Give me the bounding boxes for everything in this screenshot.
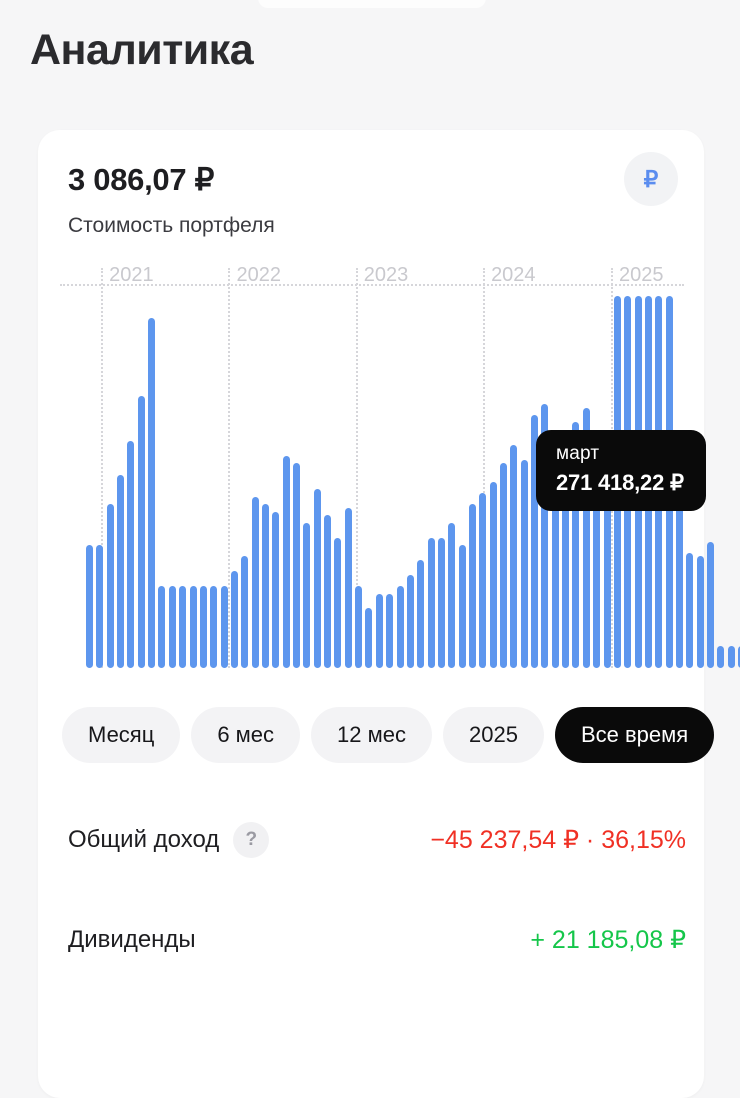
chart-year-label: 2021 bbox=[109, 264, 154, 286]
range-filter-group[interactable]: Месяц 6 мес 12 мес 2025 Все время bbox=[62, 705, 718, 765]
chart-bar[interactable] bbox=[738, 645, 740, 668]
chart-year-label: 2022 bbox=[236, 264, 281, 286]
stat-value: + 21 185,08 ₽ bbox=[530, 926, 686, 954]
chart-bar[interactable] bbox=[179, 586, 187, 668]
chart-bar[interactable] bbox=[727, 645, 735, 668]
chart-bar[interactable] bbox=[717, 645, 725, 668]
chart-bar[interactable] bbox=[293, 463, 300, 668]
chart-bar[interactable] bbox=[96, 545, 104, 668]
chart-bar[interactable] bbox=[210, 586, 218, 668]
chart-bar[interactable] bbox=[189, 586, 197, 668]
chart-vertical-gridline bbox=[483, 268, 486, 668]
chart-bar[interactable] bbox=[417, 560, 425, 668]
chart-bar[interactable] bbox=[220, 586, 228, 668]
portfolio-card: 3 086,07 ₽ Стоимость портфеля ₽ 2021 2022… bbox=[38, 130, 740, 1098]
chart-bar[interactable] bbox=[148, 318, 156, 668]
chart-bar[interactable] bbox=[468, 504, 476, 668]
chart-bar[interactable] bbox=[531, 415, 539, 668]
chart-bar[interactable] bbox=[199, 586, 207, 668]
chart-bar[interactable] bbox=[396, 586, 404, 668]
card-header: 3 086,07 ₽ Стоимость портфеля ₽ bbox=[38, 130, 704, 250]
tooltip-month-label: март bbox=[556, 443, 600, 464]
chart-bar[interactable] bbox=[282, 455, 290, 668]
chart-horizontal-gridline bbox=[60, 284, 684, 287]
chart-bar[interactable] bbox=[675, 500, 683, 668]
chart-bar[interactable] bbox=[479, 493, 487, 668]
chart-bar[interactable] bbox=[437, 537, 445, 668]
chart-vertical-gridline bbox=[228, 268, 231, 668]
chart-bar[interactable] bbox=[344, 508, 352, 668]
chart-bar[interactable] bbox=[241, 556, 249, 668]
range-filter-chip[interactable]: 2025 bbox=[443, 707, 544, 763]
chart-bar[interactable] bbox=[427, 537, 435, 668]
chart-year-label: 2023 bbox=[363, 264, 409, 286]
stat-label: Дивиденды bbox=[68, 926, 196, 953]
chart-bar[interactable] bbox=[251, 496, 259, 668]
chart-bar[interactable] bbox=[334, 537, 342, 668]
chart-bar[interactable] bbox=[386, 593, 394, 668]
range-filter-chip[interactable]: 6 мес bbox=[191, 707, 301, 763]
stat-row[interactable]: Дивиденды + 21 185,08 ₽ bbox=[68, 920, 686, 960]
chart-bar[interactable] bbox=[448, 522, 456, 668]
chart-bar[interactable] bbox=[541, 403, 549, 668]
chart-bar[interactable] bbox=[696, 556, 704, 668]
tooltip-value-label: 271 418,22 ₽ bbox=[556, 470, 684, 495]
chart-bar[interactable] bbox=[127, 441, 135, 668]
chart-bar[interactable] bbox=[106, 504, 114, 668]
chart-bar[interactable] bbox=[117, 474, 125, 668]
chart-bar[interactable] bbox=[86, 545, 93, 668]
chart-bar[interactable] bbox=[551, 429, 559, 668]
chart-bar[interactable] bbox=[510, 444, 518, 668]
portfolio-amount: 3 086,07 ₽ bbox=[68, 162, 215, 197]
chart-bar[interactable] bbox=[582, 407, 590, 668]
chart-year-label: 2024 bbox=[491, 264, 536, 286]
chart-bar[interactable] bbox=[707, 541, 714, 668]
chart-bar[interactable] bbox=[686, 552, 694, 668]
range-filter-chip[interactable]: 12 мес bbox=[311, 707, 432, 763]
chart-bar[interactable] bbox=[520, 459, 528, 668]
chart-bar[interactable] bbox=[158, 586, 166, 668]
chart-bar[interactable] bbox=[406, 575, 414, 668]
chart-bar[interactable] bbox=[603, 441, 611, 668]
help-question-icon[interactable]: ? bbox=[233, 822, 270, 858]
chart-bar[interactable] bbox=[489, 482, 497, 668]
stat-row[interactable]: Общий доход? −45 237,54 ₽ · 36,15% bbox=[68, 820, 686, 860]
chart-vertical-gridline bbox=[101, 268, 104, 668]
chart-bar[interactable] bbox=[168, 586, 176, 668]
stat-value: −45 237,54 ₽ · 36,15% bbox=[430, 826, 686, 854]
sheet-drag-handle[interactable] bbox=[258, 0, 486, 8]
chart-bar[interactable] bbox=[500, 463, 507, 668]
chart-bar[interactable] bbox=[572, 422, 580, 668]
chart-bar[interactable] bbox=[137, 396, 145, 668]
chart-bar[interactable] bbox=[355, 586, 363, 668]
chart-bar[interactable] bbox=[272, 511, 280, 668]
range-filter-chip[interactable]: Месяц bbox=[62, 707, 181, 763]
chart-bar[interactable] bbox=[261, 504, 269, 668]
chart-bar[interactable] bbox=[562, 433, 570, 668]
range-filter-chip[interactable]: Все время bbox=[554, 707, 715, 763]
chart-bar[interactable] bbox=[313, 489, 321, 668]
chart-year-label: 2025 bbox=[618, 264, 664, 286]
chart-bar[interactable] bbox=[375, 593, 383, 668]
portfolio-value-chart[interactable]: 2021 2022 2023 2024 2025 март 271 418,22 ₽ bbox=[60, 260, 740, 675]
chart-bar[interactable] bbox=[303, 522, 311, 668]
portfolio-subtitle: Стоимость портфеля bbox=[68, 214, 275, 237]
chart-bar[interactable] bbox=[593, 448, 601, 668]
ruble-currency-icon[interactable]: ₽ bbox=[624, 152, 678, 206]
chart-bar[interactable] bbox=[365, 608, 373, 668]
stat-label: Общий доход bbox=[68, 826, 220, 853]
chart-tooltip: март 271 418,22 ₽ bbox=[536, 430, 706, 511]
chart-bar[interactable] bbox=[324, 515, 332, 668]
chart-bar[interactable] bbox=[230, 571, 238, 668]
page-title: Аналитика bbox=[30, 26, 254, 74]
chart-vertical-gridline bbox=[355, 268, 358, 668]
chart-bar[interactable] bbox=[458, 545, 466, 668]
